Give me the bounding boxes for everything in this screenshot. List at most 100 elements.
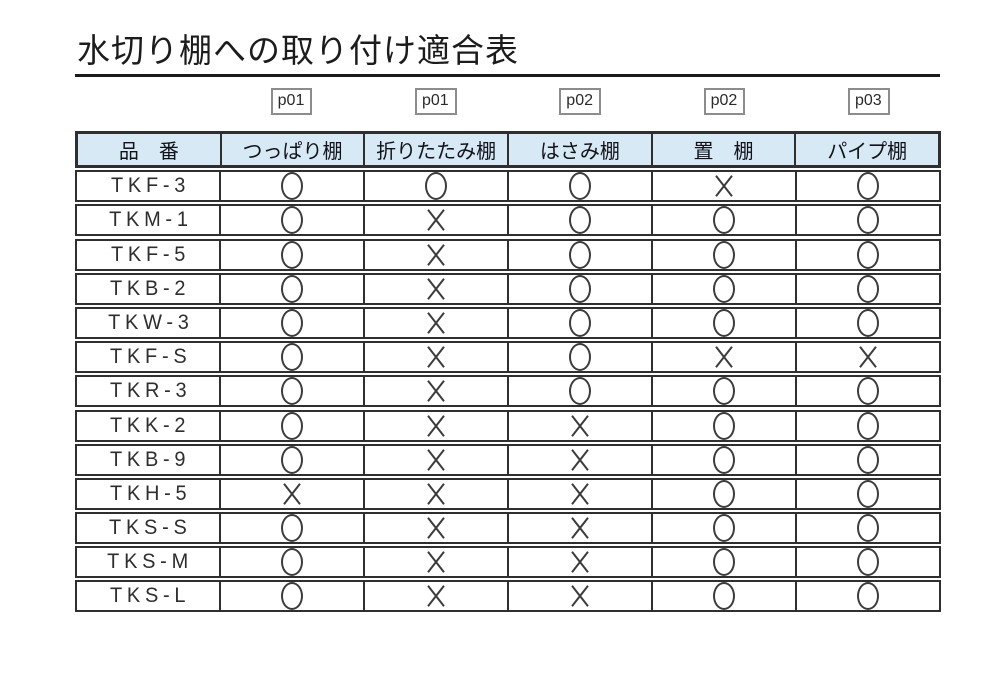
cross-mark (425, 207, 447, 233)
compatibility-cell (653, 343, 797, 372)
cross-mark (281, 481, 303, 507)
compatibility-table: 品 番 つっぱり棚 折りたたみ棚 はさみ棚 置 棚 パイプ棚 TKF-3 TKM-… (75, 131, 941, 613)
page-ref-col: p02 (508, 85, 652, 117)
circle-mark (281, 343, 303, 372)
circle-mark (857, 206, 879, 235)
table-row: TKK-2 (75, 409, 941, 442)
compatibility-cell (221, 582, 365, 611)
circle-mark (569, 377, 591, 406)
compatibility-cell (653, 172, 797, 201)
circle-mark (857, 411, 879, 440)
circle-mark (713, 514, 735, 543)
table-row: TKF-S (75, 341, 941, 374)
circle-mark (713, 206, 735, 235)
page-ref-tag: p02 (559, 87, 601, 115)
page-ref-tag: p01 (414, 87, 457, 115)
product-code: TKR-3 (109, 379, 192, 403)
cross-mark (425, 583, 447, 609)
compatibility-cell (653, 240, 797, 269)
product-code-cell: TKM-1 (77, 206, 221, 235)
page-ref-col: p01 (364, 85, 508, 117)
compatibility-cell (797, 582, 939, 611)
compatibility-cell (221, 240, 365, 269)
compatibility-cell (509, 343, 653, 372)
circle-mark (281, 240, 303, 269)
compatibility-cell (653, 514, 797, 543)
circle-mark (713, 582, 735, 611)
compatibility-cell (221, 308, 365, 337)
product-code-cell: TKK-2 (77, 411, 221, 440)
compatibility-cell (653, 445, 797, 474)
compatibility-cell (221, 479, 365, 508)
column-header-product: 品 番 (78, 134, 222, 165)
compatibility-cell (653, 308, 797, 337)
table-row: TKS-M (75, 546, 941, 579)
cross-mark (857, 344, 879, 370)
compatibility-cell (509, 172, 653, 201)
circle-mark (857, 514, 879, 543)
circle-mark (857, 582, 879, 611)
table-row: TKS-L (75, 580, 941, 613)
compatibility-cell (365, 343, 509, 372)
circle-mark (569, 308, 591, 337)
circle-mark (857, 308, 879, 337)
product-code-cell: TKS-M (77, 548, 221, 577)
circle-mark (713, 240, 735, 269)
compatibility-cell (509, 274, 653, 303)
compatibility-cell (797, 514, 939, 543)
compatibility-cell (509, 445, 653, 474)
cross-mark (569, 549, 591, 575)
circle-mark (569, 343, 591, 372)
compatibility-cell (365, 548, 509, 577)
table-header-row: 品 番 つっぱり棚 折りたたみ棚 はさみ棚 置 棚 パイプ棚 (75, 131, 941, 168)
compatibility-cell (653, 377, 797, 406)
circle-mark (713, 411, 735, 440)
circle-mark (569, 240, 591, 269)
compatibility-cell (365, 172, 509, 201)
compatibility-cell (509, 548, 653, 577)
compatibility-cell (221, 411, 365, 440)
circle-mark (857, 479, 879, 508)
cross-mark (425, 276, 447, 302)
compatibility-cell (221, 514, 365, 543)
compatibility-cell (509, 377, 653, 406)
circle-mark (281, 206, 303, 235)
compatibility-cell (509, 308, 653, 337)
circle-mark (713, 274, 735, 303)
compatibility-cell (509, 479, 653, 508)
column-header-folding-shelf: 折りたたみ棚 (365, 134, 510, 165)
column-header-tension-shelf: つっぱり棚 (222, 134, 366, 165)
compatibility-cell (365, 479, 509, 508)
compatibility-cell (365, 308, 509, 337)
product-code: TKS-S (109, 516, 192, 540)
table-row: TKR-3 (75, 375, 941, 408)
compatibility-cell (365, 274, 509, 303)
compatibility-cell (653, 274, 797, 303)
compatibility-cell (221, 377, 365, 406)
cross-mark (425, 481, 447, 507)
circle-mark (281, 172, 303, 201)
table-row: TKF-3 (75, 170, 941, 203)
cross-mark (569, 413, 591, 439)
circle-mark (713, 445, 735, 474)
circle-mark (281, 582, 303, 611)
cross-mark (425, 310, 447, 336)
cross-mark (425, 447, 447, 473)
circle-mark (713, 308, 735, 337)
compatibility-cell (653, 582, 797, 611)
compatibility-cell (509, 411, 653, 440)
column-header-pipe-shelf: パイプ棚 (827, 141, 908, 163)
circle-mark (857, 548, 879, 577)
circle-mark (857, 377, 879, 406)
product-code-cell: TKF-3 (77, 172, 221, 201)
product-code: TKK-2 (110, 413, 191, 437)
compatibility-cell (221, 343, 365, 372)
circle-mark (713, 479, 735, 508)
product-code: TKH-5 (109, 481, 192, 505)
page-title: 水切り棚への取り付け適合表 (77, 32, 519, 69)
compatibility-cell (797, 411, 939, 440)
circle-mark (857, 172, 879, 201)
circle-mark (281, 514, 303, 543)
product-code: TKM-1 (108, 208, 193, 232)
